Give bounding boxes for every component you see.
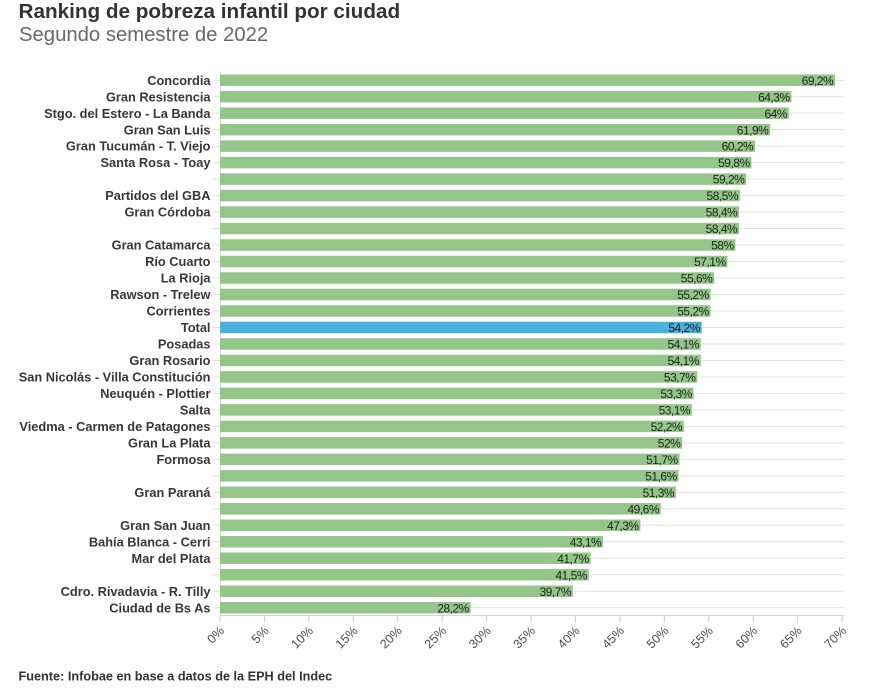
- svg-text:52%: 52%: [658, 436, 681, 450]
- svg-text:53,7%: 53,7%: [664, 371, 696, 385]
- svg-text:51,6%: 51,6%: [645, 469, 677, 483]
- svg-text:60,2%: 60,2%: [722, 140, 754, 154]
- svg-text:51,7%: 51,7%: [646, 453, 678, 467]
- svg-text:Gran Resistencia: Gran Resistencia: [106, 89, 211, 104]
- svg-text:57,1%: 57,1%: [694, 255, 726, 269]
- svg-text:Segundo semestre de 2022: Segundo semestre de 2022: [19, 24, 268, 46]
- svg-text:Santa Rosa - Toay: Santa Rosa - Toay: [101, 155, 212, 170]
- svg-text:Gran San Luis: Gran San Luis: [124, 122, 211, 137]
- svg-text:Gran Catamarca: Gran Catamarca: [112, 238, 212, 253]
- svg-text:Salta: Salta: [180, 403, 211, 418]
- svg-text:Mar del Plata: Mar del Plata: [132, 551, 212, 566]
- svg-text:61,9%: 61,9%: [737, 123, 769, 137]
- svg-text:64,3%: 64,3%: [758, 90, 790, 104]
- svg-text:Gran Tucumán - T. Viejo: Gran Tucumán - T. Viejo: [66, 139, 211, 154]
- svg-text:51,3%: 51,3%: [643, 486, 675, 500]
- svg-text:49,6%: 49,6%: [627, 502, 659, 516]
- svg-text:39,7%: 39,7%: [539, 585, 571, 599]
- svg-text:Fuente: Infobae en base a dato: Fuente: Infobae en base a datos de la EP…: [19, 670, 333, 684]
- svg-text:Partidos del GBA: Partidos del GBA: [105, 188, 210, 203]
- svg-text:59,8%: 59,8%: [718, 156, 750, 170]
- svg-text:Total: Total: [181, 320, 211, 335]
- svg-text:Posadas: Posadas: [158, 337, 211, 352]
- svg-text:55,2%: 55,2%: [677, 305, 709, 319]
- svg-text:58,4%: 58,4%: [706, 222, 738, 236]
- svg-text:Formosa: Formosa: [156, 452, 211, 467]
- svg-text:Gran La Plata: Gran La Plata: [128, 435, 211, 450]
- svg-text:41,7%: 41,7%: [557, 552, 589, 566]
- svg-text:La Rioja: La Rioja: [161, 271, 212, 286]
- svg-text:Gran San Juan: Gran San Juan: [120, 518, 210, 533]
- svg-text:58%: 58%: [711, 239, 734, 253]
- svg-text:55,2%: 55,2%: [677, 288, 709, 302]
- svg-text:53,3%: 53,3%: [660, 387, 692, 401]
- svg-text:Corrientes: Corrientes: [146, 304, 210, 319]
- svg-text:54,1%: 54,1%: [667, 354, 699, 368]
- svg-text:Ranking de pobreza infantil po: Ranking de pobreza infantil por ciudad: [19, 0, 401, 23]
- svg-text:Bahía Blanca - Cerri: Bahía Blanca - Cerri: [89, 534, 211, 549]
- svg-text:Concordia: Concordia: [147, 73, 211, 88]
- svg-text:41,5%: 41,5%: [555, 568, 587, 582]
- svg-text:69,2%: 69,2%: [802, 74, 834, 88]
- svg-text:Gran Paraná: Gran Paraná: [134, 485, 211, 500]
- svg-text:43,1%: 43,1%: [570, 535, 602, 549]
- svg-text:Stgo. del Estero - La Banda: Stgo. del Estero - La Banda: [44, 106, 211, 121]
- svg-text:55,6%: 55,6%: [681, 272, 713, 286]
- svg-text:Gran Rosario: Gran Rosario: [129, 353, 210, 368]
- svg-text:52,2%: 52,2%: [651, 420, 683, 434]
- svg-text:Ciudad de Bs As: Ciudad de Bs As: [109, 600, 210, 615]
- svg-text:58,5%: 58,5%: [707, 189, 739, 203]
- svg-text:Viedma - Carmen de Patagones: Viedma - Carmen de Patagones: [19, 419, 210, 434]
- svg-text:Neuquén - Plottier: Neuquén - Plottier: [100, 386, 210, 401]
- svg-text:64%: 64%: [764, 107, 787, 121]
- svg-text:47,3%: 47,3%: [607, 519, 639, 533]
- svg-text:Río Cuarto: Río Cuarto: [145, 254, 211, 269]
- svg-text:54,1%: 54,1%: [667, 338, 699, 352]
- svg-text:59,2%: 59,2%: [713, 173, 745, 187]
- svg-text:Cdro. Rivadavia - R. Tilly: Cdro. Rivadavia - R. Tilly: [61, 584, 212, 599]
- svg-text:58,4%: 58,4%: [706, 206, 738, 220]
- svg-text:Gran Córdoba: Gran Córdoba: [124, 205, 211, 220]
- svg-text:53,1%: 53,1%: [659, 404, 691, 418]
- svg-text:54,2%: 54,2%: [668, 321, 700, 335]
- svg-text:28,2%: 28,2%: [437, 601, 469, 615]
- svg-text:Rawson - Trelew: Rawson - Trelew: [110, 287, 210, 302]
- svg-text:San Nicolás - Villa Constituci: San Nicolás - Villa Constitución: [19, 370, 211, 385]
